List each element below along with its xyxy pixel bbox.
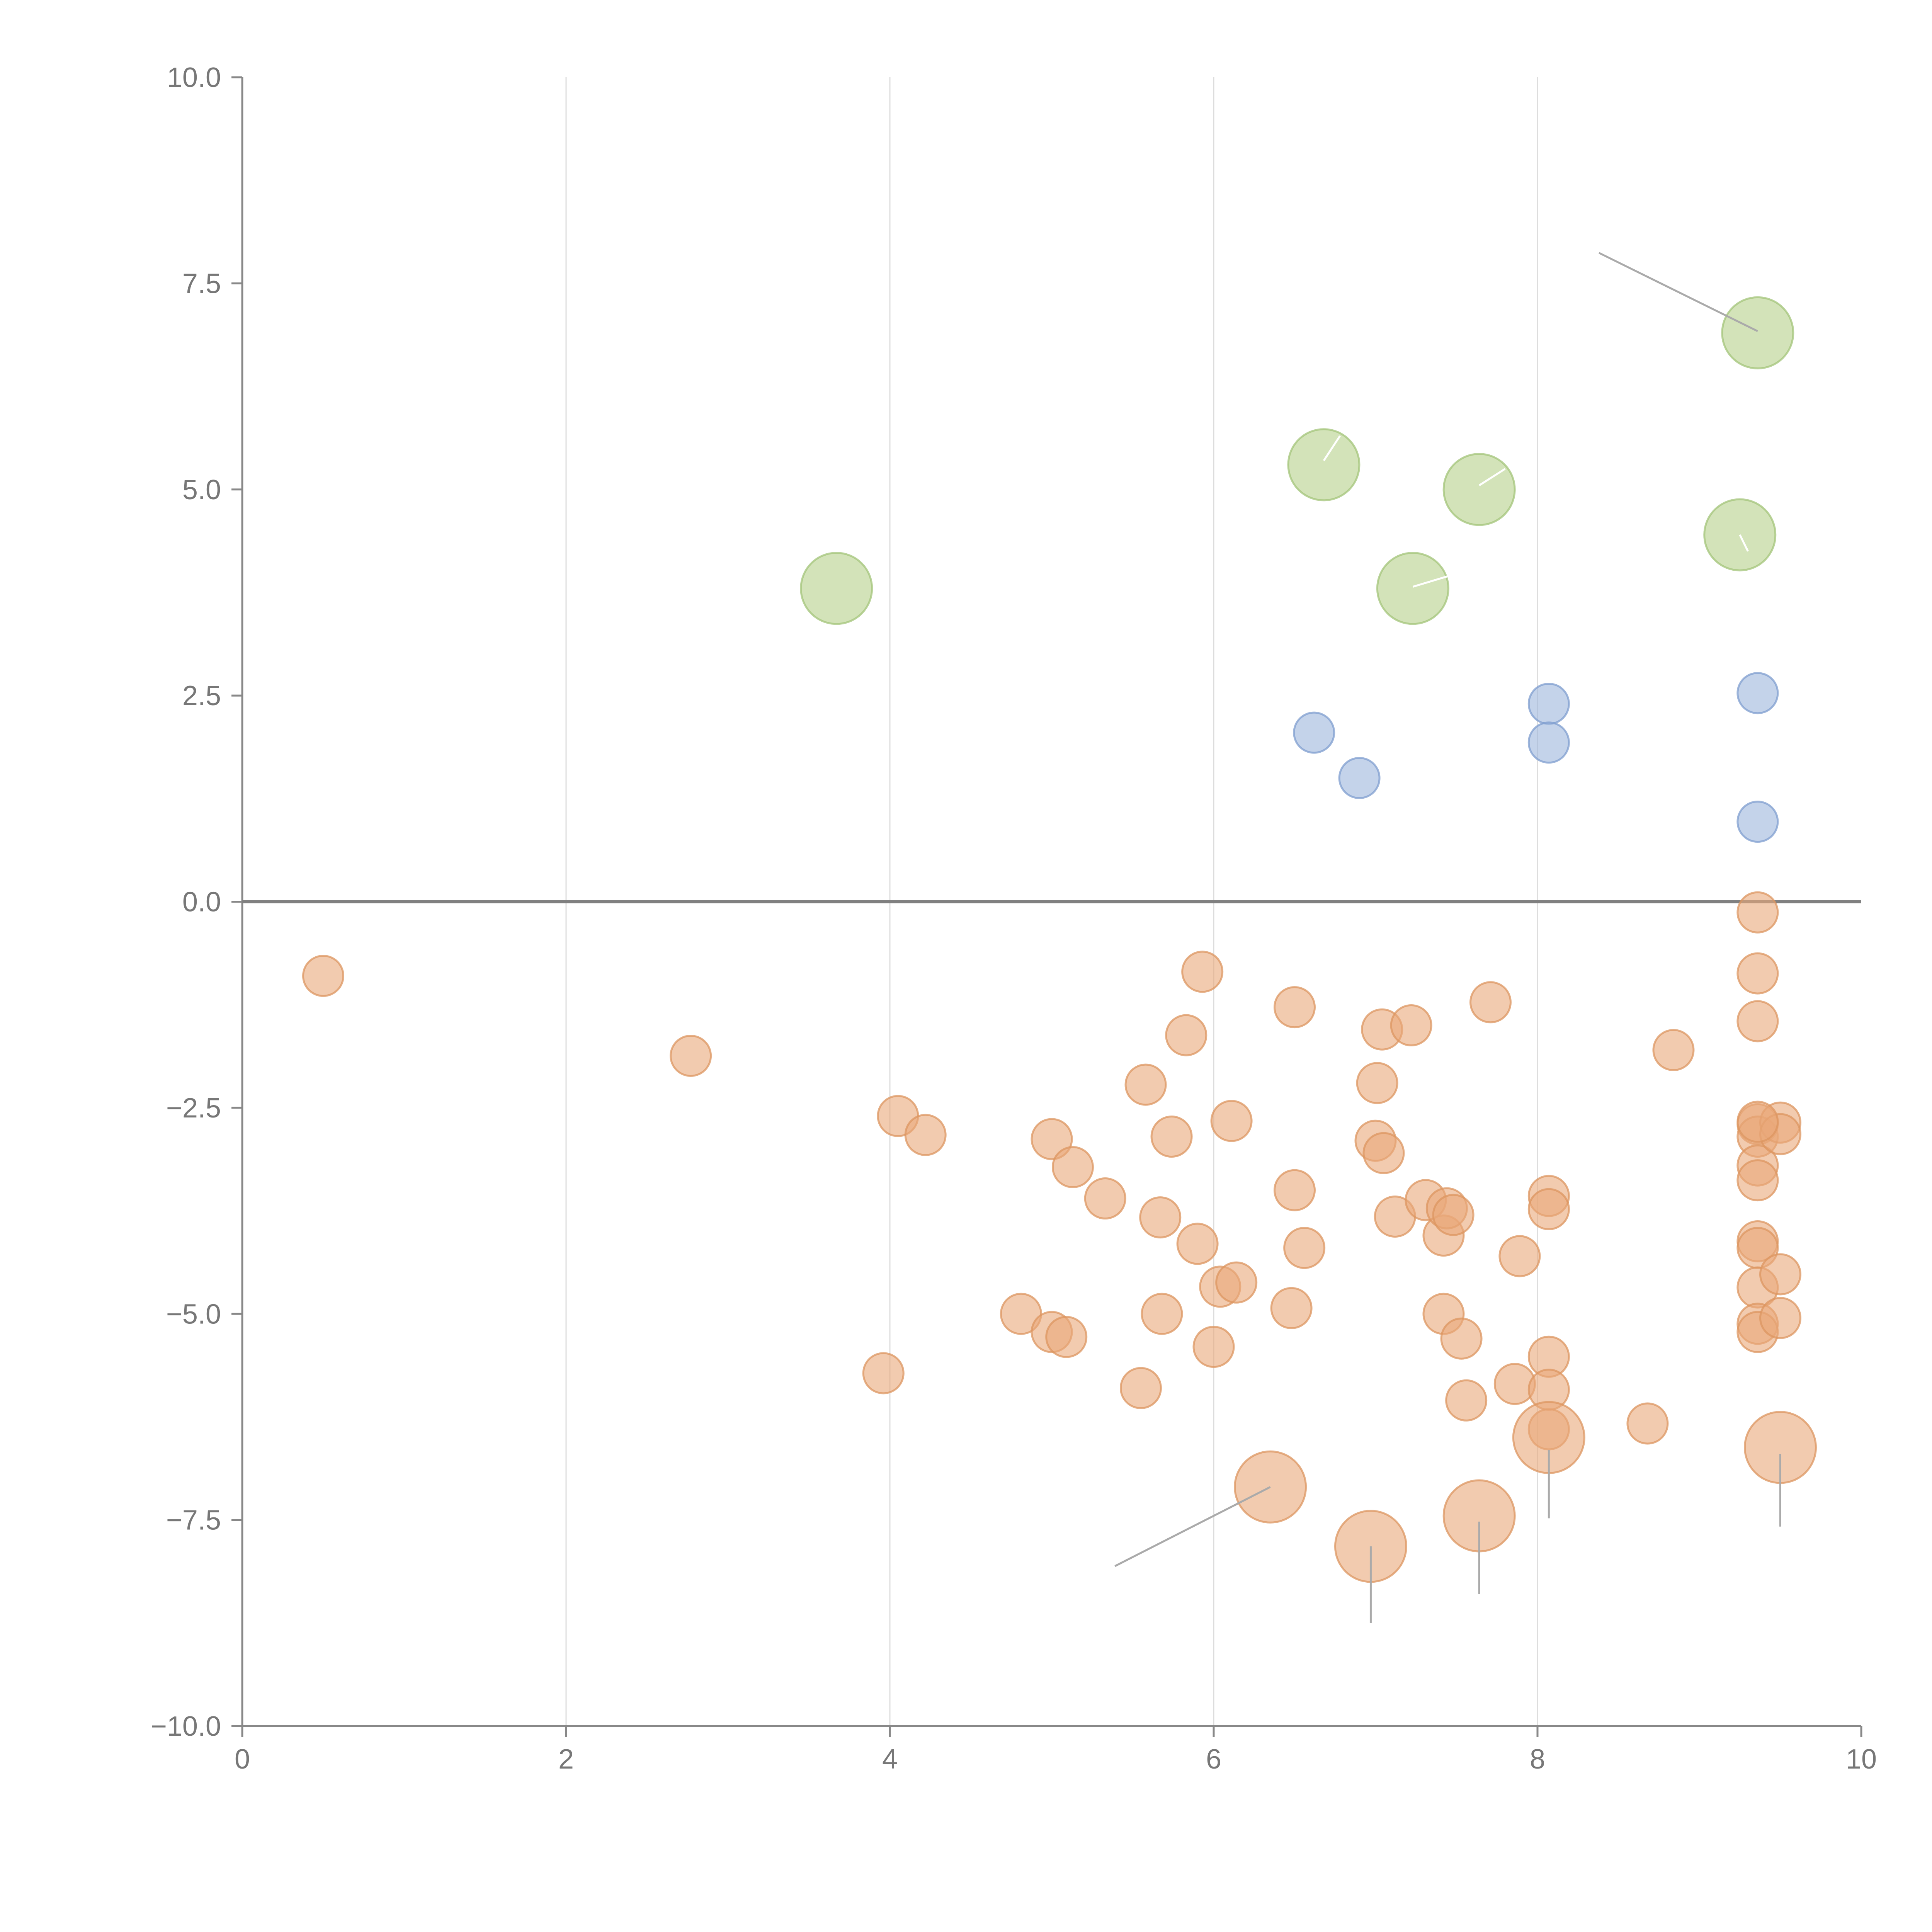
orange-small-point — [1119, 1367, 1162, 1409]
orange-small-point — [1736, 891, 1779, 934]
x-tick-label: 10 — [1846, 1744, 1877, 1775]
orange-small-point — [1150, 1116, 1193, 1158]
orange-small-point — [1274, 986, 1316, 1029]
orange-small-point — [1031, 1118, 1073, 1160]
y-tick-label: 5.0 — [182, 474, 221, 505]
x-tick-label: 0 — [235, 1744, 250, 1775]
x-tick-label: 2 — [558, 1744, 574, 1775]
x-tick-label: 4 — [882, 1744, 898, 1775]
orange-small-point — [1736, 952, 1779, 995]
orange-small-point — [904, 1114, 947, 1156]
orange-small-point — [1274, 1169, 1316, 1211]
annotation-line — [1739, 534, 1749, 552]
orange-small-point — [670, 1034, 712, 1077]
y-tick-label: −7.5 — [166, 1505, 221, 1536]
x-tick-label: 8 — [1530, 1744, 1545, 1775]
annotation-line — [1323, 435, 1341, 461]
blue-point — [1293, 711, 1335, 754]
orange-small-point — [1736, 1159, 1779, 1202]
orange-small-point — [1527, 1188, 1570, 1230]
green-point — [1721, 296, 1794, 369]
axis-layer — [231, 76, 1862, 1737]
orange-small-point — [1215, 1261, 1258, 1304]
orange-small-point — [1181, 951, 1224, 993]
y-tick-label: 10.0 — [167, 62, 221, 93]
orange-small-point — [1356, 1062, 1398, 1104]
orange-small-point — [1736, 1000, 1779, 1043]
annotation-line — [1114, 1486, 1271, 1567]
green-point — [800, 552, 873, 625]
blue-point — [1736, 672, 1779, 714]
y-tick-label: −10.0 — [151, 1711, 221, 1742]
orange-small-point — [1469, 981, 1512, 1024]
orange-small-point — [1362, 1132, 1405, 1174]
orange-small-point — [1759, 1297, 1801, 1339]
orange-small-point — [1165, 1014, 1208, 1056]
orange-small-point — [1283, 1227, 1326, 1269]
annotation-line — [1478, 468, 1506, 486]
orange-small-point — [1432, 1194, 1475, 1236]
orange-small-point — [1176, 1223, 1219, 1265]
orange-small-point — [302, 955, 344, 997]
green-point — [1287, 428, 1361, 502]
green-point — [1442, 453, 1516, 526]
blue-point — [1527, 682, 1570, 725]
blue-point — [1338, 757, 1381, 799]
annotation-line — [1599, 252, 1758, 332]
annotation-layer — [1114, 252, 1781, 1623]
blue-point — [1527, 721, 1570, 764]
orange-small-point — [1652, 1029, 1695, 1071]
orange-small-point — [1440, 1317, 1483, 1360]
annotation-line — [1412, 575, 1449, 588]
orange-small-point — [1139, 1196, 1182, 1239]
orange-small-point — [1270, 1287, 1313, 1329]
orange-small-point — [1192, 1326, 1235, 1368]
y-tick-label: −5.0 — [166, 1299, 221, 1330]
green-point — [1376, 552, 1449, 625]
orange-small-point — [1736, 1100, 1779, 1143]
orange-small-point — [1141, 1293, 1183, 1335]
x-tick-label: 6 — [1206, 1744, 1221, 1775]
y-tick-label: 7.5 — [182, 268, 221, 299]
orange-small-point — [1210, 1100, 1253, 1142]
orange-small-point — [1124, 1063, 1167, 1106]
orange-small-point — [1084, 1177, 1126, 1220]
orange-small-point — [862, 1352, 905, 1395]
orange-small-point — [1759, 1253, 1801, 1296]
label-layer: 0 2 4 6 8 10 10.0 7.5 5.0 2.5 0.0 −2.5 −5.0 −7.5 −10.0 — [151, 62, 1877, 1775]
y-tick-label: 2.5 — [182, 680, 221, 711]
point-layer — [302, 296, 1817, 1583]
y-tick-label: 0.0 — [182, 887, 221, 918]
orange-small-point — [1051, 1146, 1094, 1188]
orange-small-point — [1498, 1235, 1541, 1277]
blue-point — [1736, 801, 1779, 843]
orange-small-point — [1390, 1004, 1432, 1047]
orange-small-point — [1045, 1316, 1088, 1358]
orange-small-point — [1445, 1379, 1488, 1422]
y-tick-label: −2.5 — [166, 1093, 221, 1124]
orange-small-point — [1626, 1402, 1669, 1445]
